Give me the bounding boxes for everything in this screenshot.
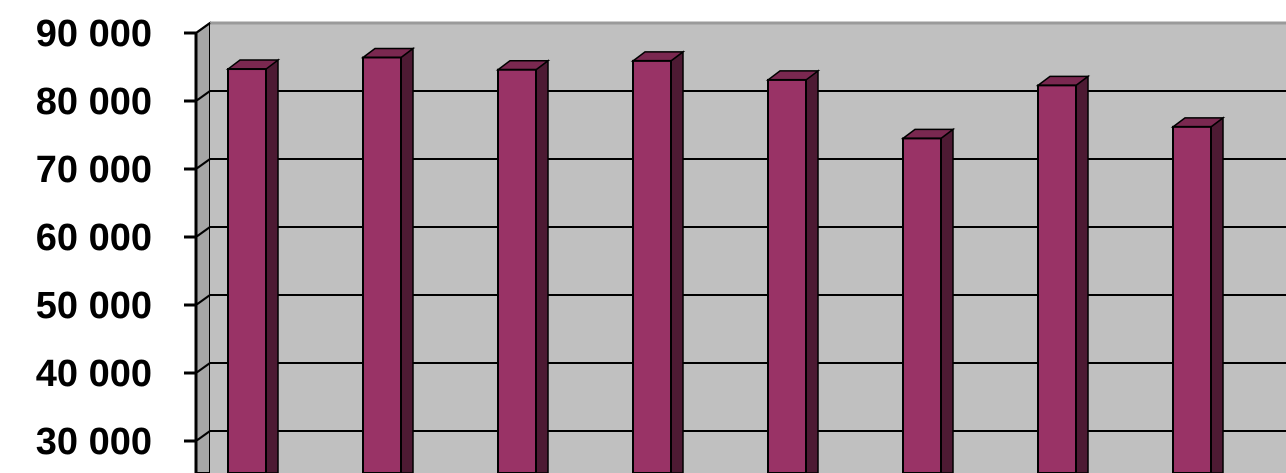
bar-front-face [632,59,672,473]
bar-side-face [535,59,549,473]
gridline-side [195,294,211,306]
bar [1170,116,1226,473]
bar [360,46,416,473]
gridline-side [195,22,211,34]
bar-side-face [940,127,954,473]
bar-front-face [1037,84,1077,473]
bar-side-face [805,69,819,473]
bar [630,50,686,473]
bar-front-face [497,68,537,473]
bar-side-face [1075,74,1089,473]
y-tick-label: 60 000 [36,217,152,259]
bar-front-face [1172,125,1212,473]
bar-front-face [902,137,942,473]
bar [900,127,956,473]
bar-front-face [227,68,267,473]
y-tick-label: 50 000 [36,285,152,327]
side-wall [195,21,211,473]
gridline-side [195,226,211,238]
bar-front-face [767,78,807,473]
gridline-side [195,362,211,374]
bar [495,59,551,473]
bar-side-face [670,50,684,473]
bar-front-face [362,56,402,473]
gridline-side [195,430,211,442]
bar-side-face [1210,116,1224,473]
gridline-side [195,158,211,170]
bar [1035,74,1091,473]
y-tick-label: 80 000 [36,81,152,123]
y-tick-label: 30 000 [36,421,152,463]
bar [765,69,821,473]
y-tick-label: 90 000 [36,13,152,55]
bar-side-face [265,58,279,473]
bar [225,58,281,473]
bar-side-face [400,46,414,473]
y-tick-label: 70 000 [36,149,152,191]
gridline-side [195,90,211,102]
y-tick-label: 40 000 [36,353,152,395]
